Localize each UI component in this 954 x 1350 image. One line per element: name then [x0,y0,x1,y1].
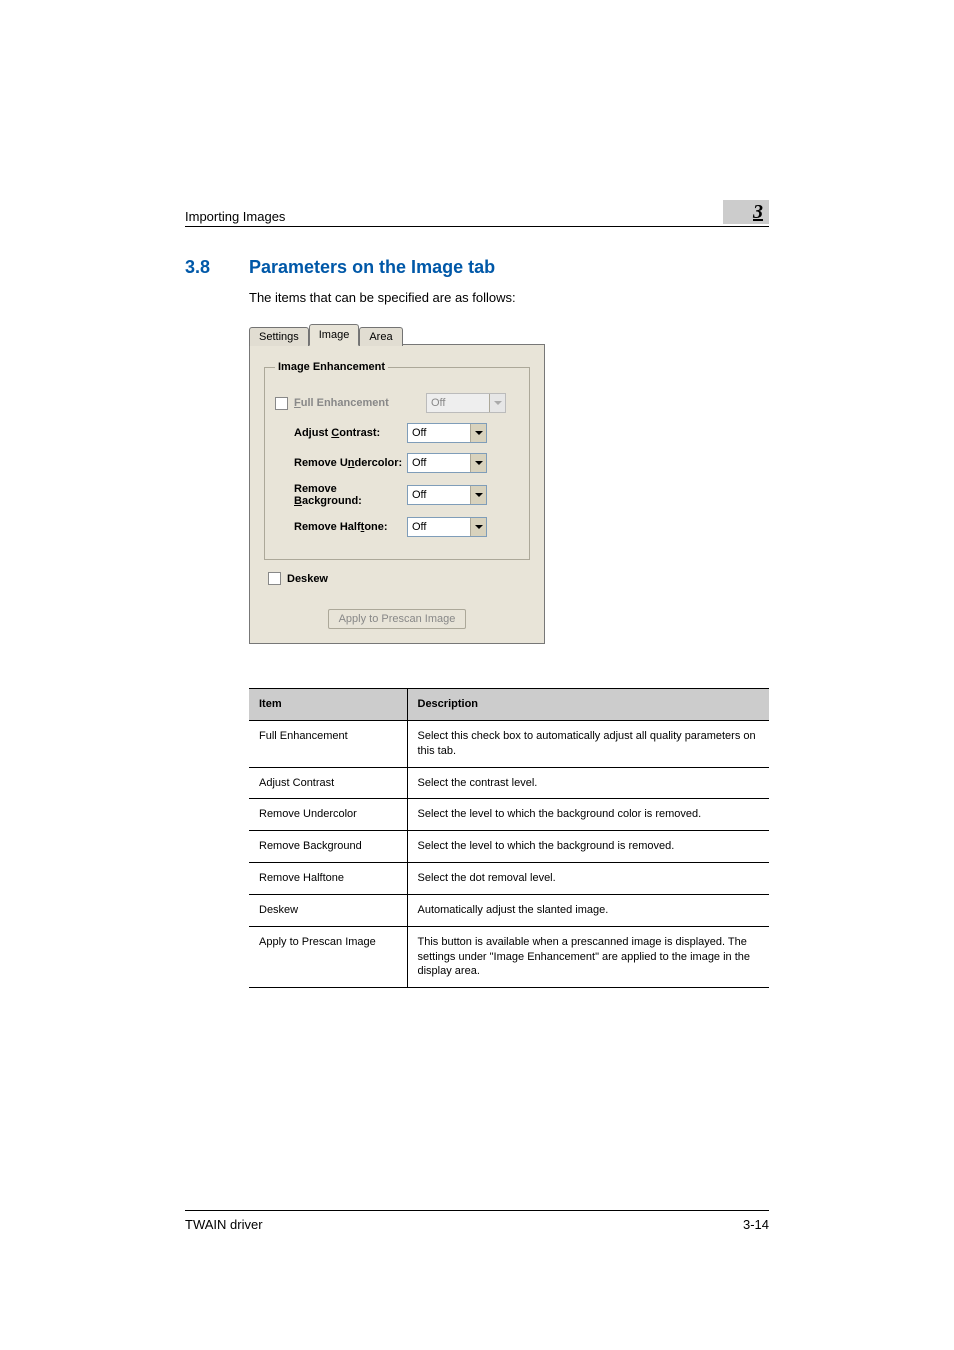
chapter-number: 3 [753,201,763,224]
tab-panel-image: Image Enhancement Full Enhancement Off A… [249,345,545,644]
adjust-contrast-select[interactable]: Off [407,423,487,443]
remove-background-value: Off [408,486,470,504]
group-legend: Image Enhancement [275,361,388,373]
table-cell: Deskew [249,894,407,926]
row-adjust-contrast: Adjust Contrast: Off [275,423,519,443]
chevron-down-icon [489,394,505,412]
row-full-enhancement: Full Enhancement Off [275,393,519,413]
table-row: Remove Undercolor Select the level to wh… [249,799,769,831]
table-row: Deskew Automatically adjust the slanted … [249,894,769,926]
table-header-row: Item Description [249,689,769,721]
tab-image[interactable]: Image [309,324,360,346]
tabbar-spacer [403,323,545,345]
section-number: 3.8 [185,257,249,278]
table-cell: Select the level to which the background… [407,799,769,831]
footer-product: TWAIN driver [185,1217,263,1232]
dialog-screenshot: Settings Image Area Image Enhancement Fu… [249,323,769,644]
col-item-header: Item [249,689,407,721]
tab-bar: Settings Image Area [249,323,545,345]
remove-background-label: Remove Background: [294,483,407,507]
parameters-table: Item Description Full Enhancement Select… [249,688,769,988]
remove-halftone-value: Off [408,518,470,536]
table-cell: Remove Undercolor [249,799,407,831]
chapter-badge: 3 [723,200,769,224]
deskew-label: Deskew [287,573,328,585]
chevron-down-icon[interactable] [470,486,486,504]
full-enhancement-value: Off [427,394,489,412]
table-cell: Select the level to which the background… [407,831,769,863]
remove-undercolor-label: Remove Undercolor: [294,457,407,469]
running-header-title: Importing Images [185,209,285,224]
full-enhancement-checkbox[interactable] [275,397,288,410]
table-row: Apply to Prescan Image This button is av… [249,926,769,988]
table-cell: Apply to Prescan Image [249,926,407,988]
row-remove-halftone: Remove Halftone: Off [275,517,519,537]
running-header: Importing Images 3 [185,200,769,227]
footer-page-number: 3-14 [743,1217,769,1232]
row-remove-undercolor: Remove Undercolor: Off [275,453,519,473]
remove-undercolor-select[interactable]: Off [407,453,487,473]
image-enhancement-group: Image Enhancement Full Enhancement Off A… [264,361,530,560]
table-row: Remove Halftone Select the dot removal l… [249,863,769,895]
remove-background-select[interactable]: Off [407,485,487,505]
full-enhancement-select: Off [426,393,506,413]
table-cell: Select the contrast level. [407,767,769,799]
table-cell: Adjust Contrast [249,767,407,799]
table-cell: Full Enhancement [249,720,407,767]
row-deskew: Deskew [268,572,530,585]
apply-row: Apply to Prescan Image [264,609,530,629]
page-footer: TWAIN driver 3-14 [185,1210,769,1232]
table-cell: Automatically adjust the slanted image. [407,894,769,926]
section-title: Parameters on the Image tab [249,257,495,278]
section-intro: The items that can be specified are as f… [249,290,769,305]
full-enhancement-label: Full Enhancement [294,397,426,409]
remove-undercolor-value: Off [408,454,470,472]
table-cell: Remove Background [249,831,407,863]
page: Importing Images 3 3.8 Parameters on the… [0,0,954,1350]
chevron-down-icon[interactable] [470,424,486,442]
remove-halftone-select[interactable]: Off [407,517,487,537]
table-row: Full Enhancement Select this check box t… [249,720,769,767]
table-cell: This button is available when a prescann… [407,926,769,988]
row-remove-background: Remove Background: Off [275,483,519,507]
adjust-contrast-value: Off [408,424,470,442]
col-description-header: Description [407,689,769,721]
table-row: Remove Background Select the level to wh… [249,831,769,863]
chevron-down-icon[interactable] [470,454,486,472]
deskew-checkbox[interactable] [268,572,281,585]
section-heading: 3.8 Parameters on the Image tab [185,257,769,278]
tab-settings[interactable]: Settings [249,327,309,346]
chevron-down-icon[interactable] [470,518,486,536]
remove-halftone-label: Remove Halftone: [294,521,407,533]
tab-area[interactable]: Area [359,327,402,346]
table-cell: Select the dot removal level. [407,863,769,895]
table-cell: Remove Halftone [249,863,407,895]
adjust-contrast-label: Adjust Contrast: [294,427,407,439]
table-row: Adjust Contrast Select the contrast leve… [249,767,769,799]
apply-prescan-button: Apply to Prescan Image [328,609,467,629]
table-cell: Select this check box to automatically a… [407,720,769,767]
